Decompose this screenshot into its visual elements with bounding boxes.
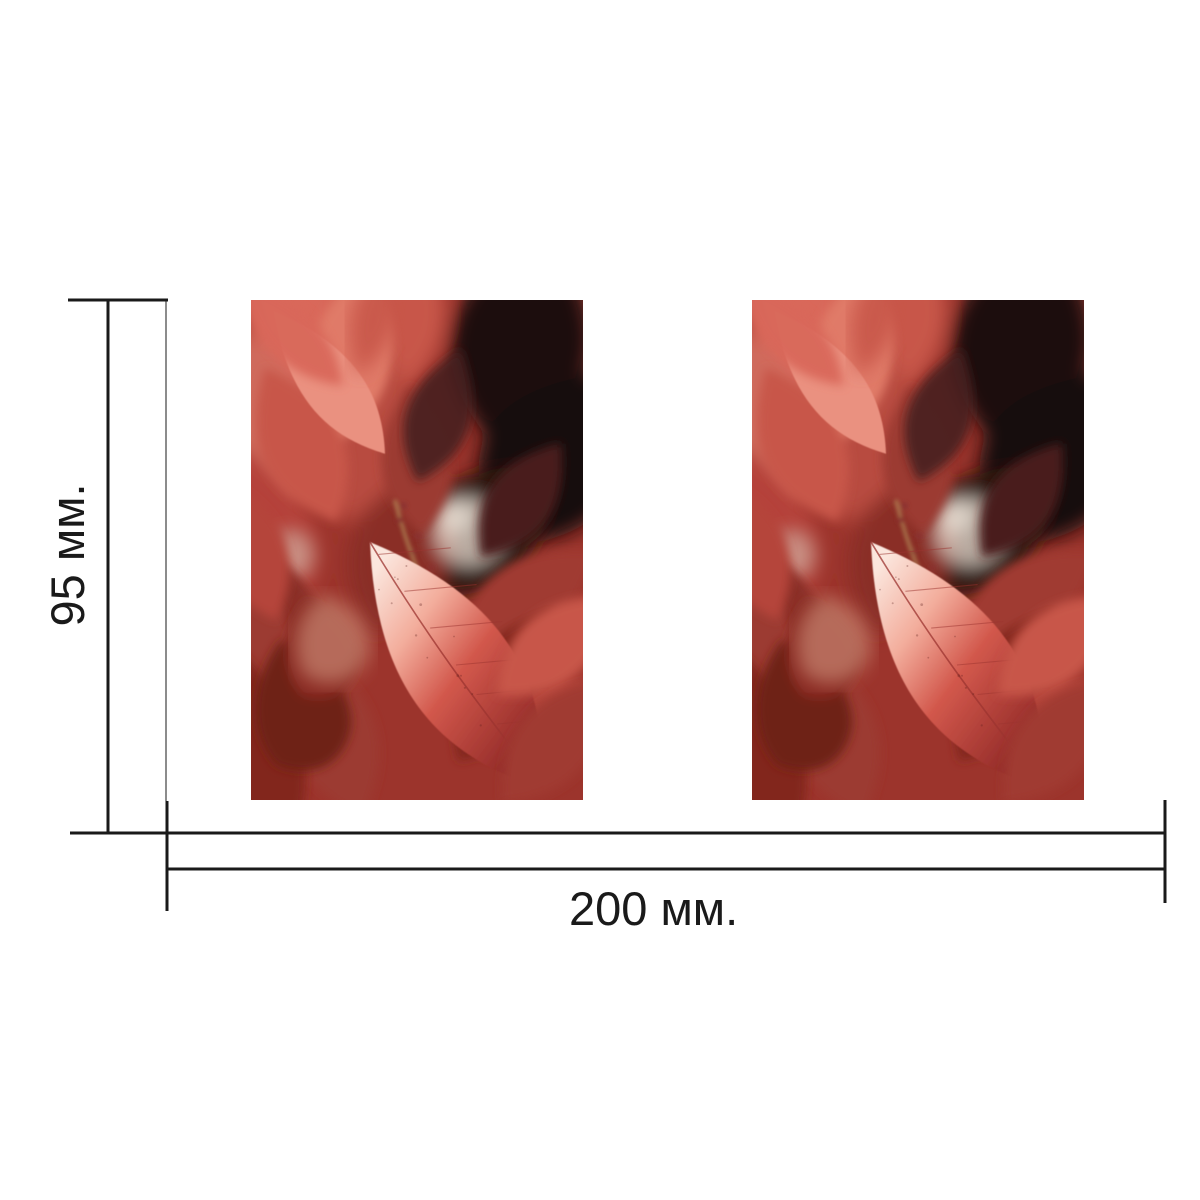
svg-text:95 мм.: 95 мм. bbox=[41, 483, 94, 626]
svg-text:200 мм.: 200 мм. bbox=[569, 882, 738, 935]
